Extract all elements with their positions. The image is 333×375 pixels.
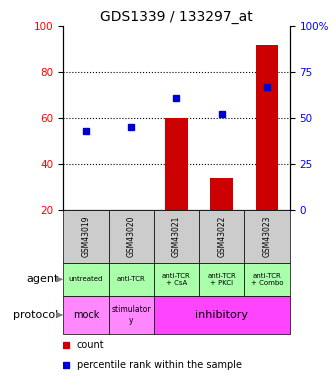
Text: mock: mock bbox=[73, 310, 99, 320]
Text: GSM43023: GSM43023 bbox=[262, 216, 272, 257]
Text: agent: agent bbox=[26, 274, 59, 284]
Text: stimulator
y: stimulator y bbox=[112, 305, 151, 325]
Text: anti-TCR
+ PKCi: anti-TCR + PKCi bbox=[207, 273, 236, 286]
Bar bbox=[109, 262, 154, 296]
Text: count: count bbox=[77, 340, 105, 350]
Bar bbox=[109, 210, 154, 262]
Bar bbox=[256, 45, 278, 210]
Bar bbox=[244, 210, 290, 262]
Text: anti-TCR: anti-TCR bbox=[117, 276, 146, 282]
Bar bbox=[199, 262, 244, 296]
Bar bbox=[63, 210, 109, 262]
Title: GDS1339 / 133297_at: GDS1339 / 133297_at bbox=[100, 10, 253, 24]
Bar bbox=[165, 118, 188, 210]
Bar bbox=[210, 178, 233, 210]
Text: inhibitory: inhibitory bbox=[195, 310, 248, 320]
Bar bbox=[154, 262, 199, 296]
Bar bbox=[154, 210, 199, 262]
Text: anti-TCR
+ Combo: anti-TCR + Combo bbox=[251, 273, 283, 286]
Bar bbox=[63, 262, 109, 296]
Text: GSM43021: GSM43021 bbox=[172, 216, 181, 257]
Bar bbox=[199, 210, 244, 262]
Bar bbox=[154, 296, 290, 334]
Text: anti-TCR
+ CsA: anti-TCR + CsA bbox=[162, 273, 191, 286]
Text: percentile rank within the sample: percentile rank within the sample bbox=[77, 360, 242, 370]
Text: protocol: protocol bbox=[14, 310, 59, 320]
Text: GSM43019: GSM43019 bbox=[81, 216, 91, 257]
Bar bbox=[109, 296, 154, 334]
Text: GSM43022: GSM43022 bbox=[217, 216, 226, 257]
Bar bbox=[244, 262, 290, 296]
Bar bbox=[63, 296, 109, 334]
Text: untreated: untreated bbox=[69, 276, 103, 282]
Text: GSM43020: GSM43020 bbox=[127, 216, 136, 257]
